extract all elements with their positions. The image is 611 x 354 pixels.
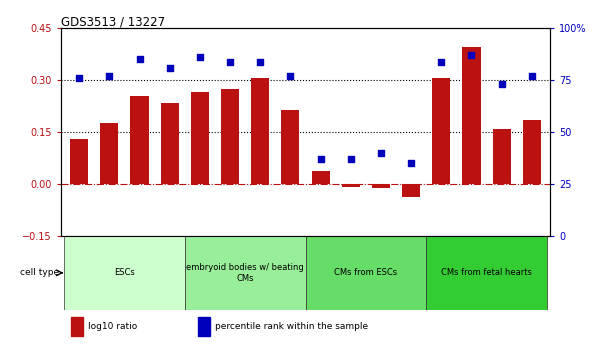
Bar (191, 92, 209, 184)
Point (316, 156, 326, 162)
Point (75, 75, 84, 81)
Text: embryoid bodies w/ beating
CMs: embryoid bodies w/ beating CMs (186, 263, 304, 282)
Bar (64, 236, 185, 310)
Point (436, 59, 446, 64)
Bar (402, 184, 420, 197)
Bar (342, 184, 360, 187)
Point (376, 150, 386, 156)
Bar (306, 236, 426, 310)
Text: GDS3513 / 13227: GDS3513 / 13227 (61, 15, 165, 28)
Point (406, 160, 416, 166)
Bar (372, 184, 390, 188)
Bar (312, 171, 330, 184)
Point (134, 57, 144, 62)
Point (225, 59, 235, 64)
Bar (161, 103, 179, 184)
Bar (198, 317, 210, 336)
Text: ESCs: ESCs (114, 268, 135, 277)
Bar (71, 317, 83, 336)
Point (104, 73, 114, 79)
Point (165, 65, 175, 70)
Bar (281, 110, 299, 184)
Point (467, 52, 477, 58)
Bar (221, 89, 239, 184)
Point (346, 156, 356, 162)
Bar (492, 129, 511, 184)
Text: cell type: cell type (20, 268, 59, 277)
Text: log10 ratio: log10 ratio (88, 322, 137, 331)
Bar (426, 236, 547, 310)
Bar (185, 236, 306, 310)
Point (285, 73, 295, 79)
Bar (131, 96, 148, 184)
Text: CMs from ESCs: CMs from ESCs (334, 268, 397, 277)
Bar (432, 79, 450, 184)
Bar (251, 79, 269, 184)
Point (497, 81, 507, 87)
Text: percentile rank within the sample: percentile rank within the sample (215, 322, 368, 331)
Bar (100, 124, 119, 184)
Bar (70, 139, 88, 184)
Point (195, 55, 205, 60)
Bar (463, 47, 480, 184)
Bar (523, 120, 541, 184)
Text: CMs from fetal hearts: CMs from fetal hearts (441, 268, 532, 277)
Point (527, 73, 536, 79)
Point (255, 59, 265, 64)
